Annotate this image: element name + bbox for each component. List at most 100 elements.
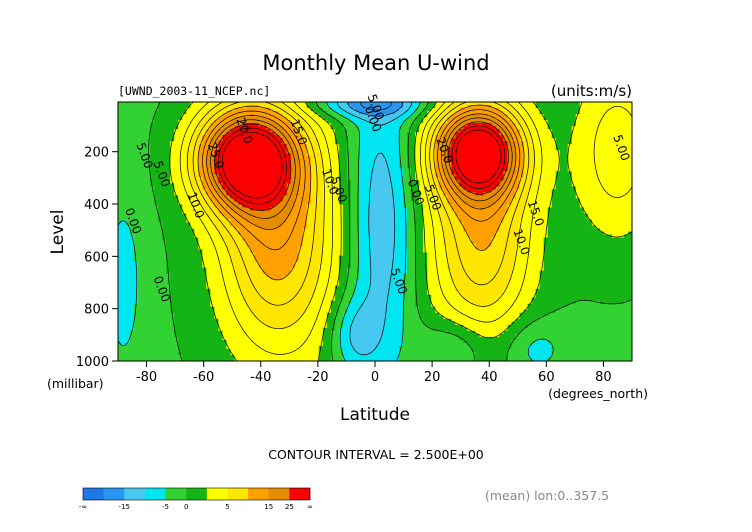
contour-cell (170, 168, 175, 172)
contour-cell (567, 105, 573, 109)
contour-cell (551, 117, 557, 121)
contour-cell (198, 144, 203, 148)
contour-cell (439, 135, 444, 139)
contour-cell (302, 132, 308, 136)
contour-cell (146, 162, 151, 166)
contour-cell (519, 117, 525, 121)
contour-cell (611, 117, 617, 121)
contour-cell (555, 171, 561, 175)
contour-cell (611, 171, 617, 175)
contour-cell (122, 126, 127, 130)
contour-cell (379, 141, 384, 145)
contour-cell (439, 117, 444, 121)
contour-cell (415, 105, 420, 109)
contour-cell (387, 126, 392, 130)
contour-cell (314, 150, 320, 154)
contour-cell (623, 165, 629, 169)
contour-cell (350, 123, 356, 127)
contour-cell (342, 102, 348, 106)
contour-cell (443, 135, 448, 139)
contour-cell (298, 129, 304, 133)
contour-cell (375, 174, 380, 178)
contour-cell (342, 141, 348, 145)
contour-cell (138, 105, 143, 109)
contour-cell (407, 150, 412, 154)
contour-cell (435, 108, 440, 112)
contour-cell (162, 165, 167, 169)
contour-cell (234, 114, 240, 118)
contour-cell (210, 132, 215, 136)
contour-cell (234, 123, 240, 127)
contour-cell (362, 141, 368, 145)
contour-cell (354, 165, 360, 169)
contour-cell (226, 114, 232, 118)
contour-cell (346, 147, 352, 151)
contour-cell (342, 168, 348, 172)
contour-cell (246, 150, 252, 154)
contour-cell (302, 120, 308, 124)
contour-cell (166, 153, 171, 157)
contour-cell (483, 150, 489, 154)
contour-cell (318, 120, 324, 124)
contour-cell (623, 159, 629, 163)
contour-cell (366, 108, 372, 112)
contour-cell (603, 162, 609, 166)
contour-cell (138, 150, 143, 154)
contour-cell (206, 141, 211, 145)
contour-cell (314, 156, 320, 160)
contour-cell (130, 117, 135, 121)
contour-cell (226, 126, 232, 130)
contour-cell (467, 147, 472, 151)
contour-cell (306, 171, 312, 175)
contour-cell (174, 138, 179, 142)
contour-cell (150, 123, 155, 127)
contour-cell (555, 165, 561, 169)
contour-cell (391, 171, 396, 175)
contour-cell (150, 171, 155, 175)
contour-cell (383, 108, 388, 112)
contour-cell (503, 117, 509, 121)
contour-cell (547, 108, 553, 112)
contour-cell (366, 153, 372, 157)
contour-cell (483, 126, 489, 130)
contour-cell (278, 117, 284, 121)
contour-cell (463, 129, 468, 133)
contour-cell (262, 141, 268, 145)
contour-cell (623, 135, 629, 139)
contour-cell (322, 174, 328, 178)
contour-cell (162, 117, 167, 121)
contour-cell (366, 114, 372, 118)
contour-cell (238, 117, 244, 121)
contour-cell (491, 147, 497, 151)
contour-cell (158, 162, 163, 166)
contour-cell (547, 171, 553, 175)
contour-cell (591, 132, 597, 136)
contour-cell (571, 156, 577, 160)
contour-cell (222, 111, 228, 115)
contour-cell (551, 126, 557, 130)
contour-cell (595, 168, 601, 172)
contour-cell (527, 120, 533, 124)
contour-cell (375, 117, 380, 121)
contour-cell (166, 159, 171, 163)
contour-cell (619, 165, 625, 169)
contour-cell (391, 126, 396, 130)
contour-cell (366, 111, 372, 115)
contour-cell (314, 147, 320, 151)
contour-cell (407, 111, 412, 115)
contour-cell (515, 153, 521, 157)
contour-cell (202, 159, 207, 163)
contour-cell (342, 135, 348, 139)
contour-cell (342, 156, 348, 160)
contour-cell (190, 171, 195, 175)
contour-cell (118, 129, 123, 133)
contour-cell (338, 105, 344, 109)
contour-cell (154, 114, 159, 118)
contour-cell (154, 147, 159, 151)
contour-cell (543, 129, 549, 133)
contour-cell (130, 132, 135, 136)
contour-cell (130, 129, 135, 133)
contour-cell (487, 120, 493, 124)
contour-cell (174, 174, 179, 178)
contour-cell (306, 153, 312, 157)
